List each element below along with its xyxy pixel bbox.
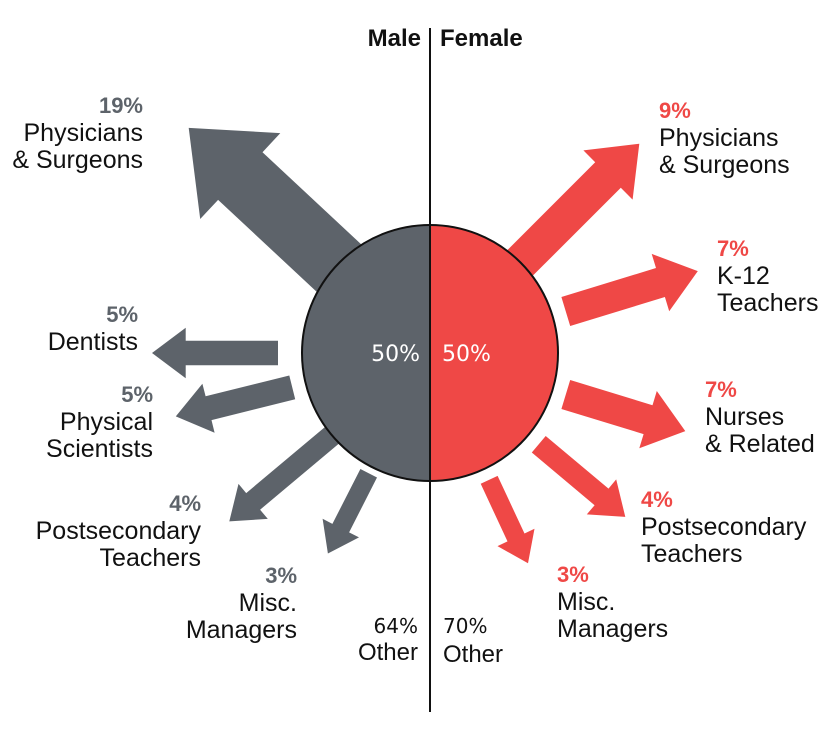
female-half-circle (430, 225, 558, 481)
female-category-label-1-line-2: & Surgeons (659, 151, 790, 179)
male-category-label-5-line-1: Misc. (239, 589, 297, 617)
male-category-label-4-line-2: Teachers (100, 544, 201, 572)
female-arrow-3 (561, 380, 686, 449)
female-arrow-1 (500, 143, 640, 283)
male-other-label: Other (358, 639, 418, 666)
male-category-label-3-line-2: Scientists (46, 435, 153, 463)
male-other-pct: 64% (374, 614, 418, 638)
male-center-pct: 50% (371, 342, 420, 367)
male-category-label-1-line-2: & Surgeons (12, 146, 143, 174)
female-center-pct: 50% (442, 342, 491, 367)
female-other-label: Other (443, 641, 503, 668)
male-arrow-2 (152, 327, 278, 379)
male-pct-label-4: 4% (169, 491, 201, 516)
female-other-pct: 70% (443, 614, 487, 638)
female-category-label-4-line-1: Postsecondary (641, 513, 807, 541)
male-category-label-3-line-1: Physical (60, 408, 153, 436)
male-category-label-1-line-1: Physicians (24, 119, 144, 147)
female-arrow-4 (531, 436, 626, 517)
arrows-layer (152, 127, 698, 564)
male-header: Male (368, 25, 421, 52)
male-pct-label-5: 3% (265, 563, 297, 588)
female-pct-label-4: 4% (641, 487, 673, 512)
female-category-label-3-line-2: & Related (705, 430, 815, 458)
female-category-label-5-line-1: Misc. (557, 588, 615, 616)
male-category-label-5-line-2: Managers (186, 616, 297, 644)
female-header: Female (440, 25, 523, 52)
male-arrow-4 (229, 427, 339, 522)
female-arrow-2 (561, 253, 698, 326)
female-category-label-5-line-2: Managers (557, 615, 668, 643)
labels-layer: 19%Physicians& Surgeons5%Dentists5%Physi… (12, 93, 818, 644)
female-category-label-2-line-2: Teachers (717, 289, 818, 317)
male-category-label-4-line-1: Postsecondary (36, 517, 202, 545)
male-category-label-2-line-1: Dentists (48, 328, 138, 356)
female-arrow-5 (480, 475, 535, 564)
male-pct-label-2: 5% (106, 302, 138, 327)
female-category-label-2-line-1: K-12 (717, 262, 770, 290)
female-category-label-1-line-1: Physicians (659, 124, 779, 152)
male-arrow-3 (175, 375, 296, 433)
female-pct-label-2: 7% (717, 236, 749, 261)
female-pct-label-1: 9% (659, 98, 691, 123)
male-arrow-1 (188, 127, 380, 309)
female-pct-label-3: 7% (705, 377, 737, 402)
male-pct-label-3: 5% (121, 382, 153, 407)
female-category-label-4-line-2: Teachers (641, 540, 742, 568)
male-arrow-5 (322, 469, 377, 554)
female-pct-label-5: 3% (557, 562, 589, 587)
female-category-label-3-line-1: Nurses (705, 403, 784, 431)
male-half-circle (302, 225, 430, 481)
male-pct-label-1: 19% (99, 93, 143, 118)
